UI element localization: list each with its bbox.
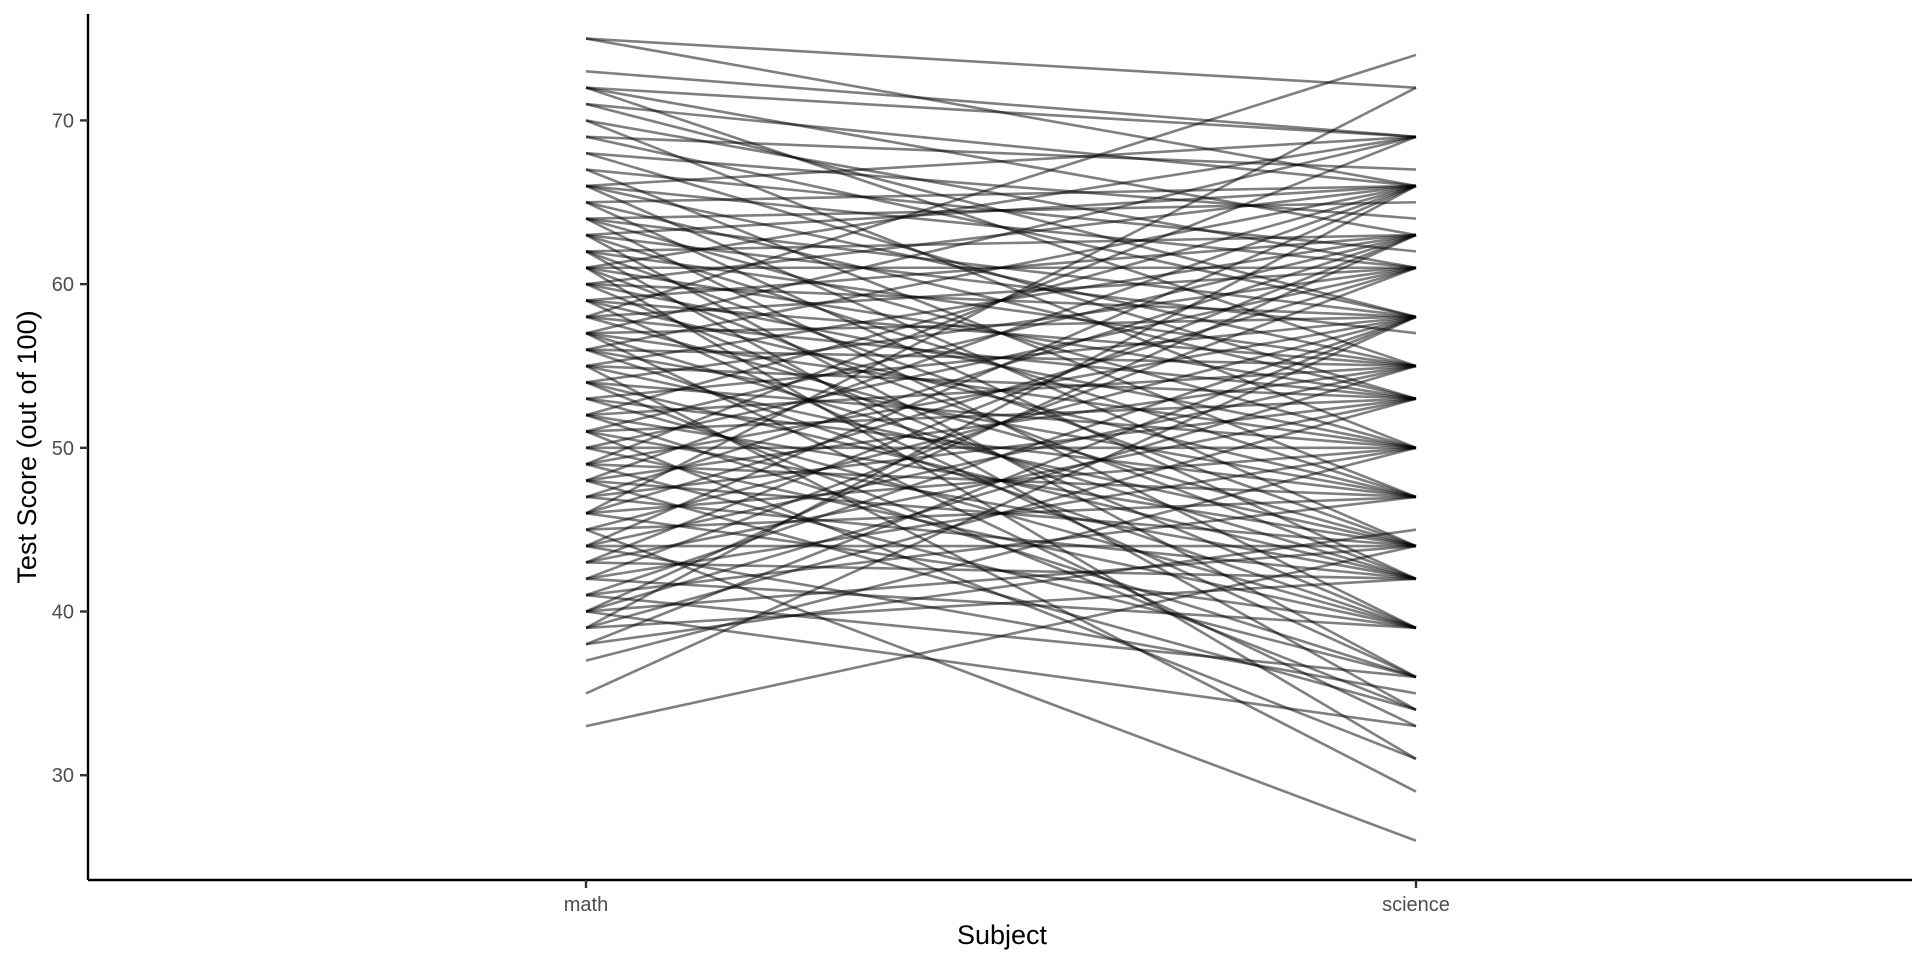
series-line-1 (585, 37, 1417, 89)
series-line-121 (585, 577, 1417, 630)
series-line-17 (585, 135, 1417, 188)
series-line-95 (585, 86, 1417, 515)
series-line-50 (585, 266, 1417, 319)
series-line-93 (585, 397, 1417, 499)
series-line-122 (585, 315, 1417, 646)
series-line-63 (585, 364, 1417, 401)
series-line-91 (585, 479, 1417, 712)
series-line-3 (585, 70, 1417, 139)
y-axis-ticks: 30 40 50 60 70 (52, 110, 88, 787)
series-lines (585, 37, 1417, 842)
series-line-21 (585, 184, 1417, 204)
series-line-32 (585, 233, 1417, 253)
y-tick-label: 30 (52, 765, 74, 787)
y-tick-label: 50 (52, 438, 74, 460)
series-line-124 (585, 446, 1417, 662)
series-line-101 (585, 528, 1417, 842)
y-tick-label: 60 (52, 274, 74, 296)
series-line-116 (585, 364, 1417, 613)
series-line-117 (585, 544, 1417, 613)
series-line-33 (585, 250, 1417, 368)
x-tick-label-math: math (564, 894, 608, 916)
series-line-66 (585, 266, 1417, 384)
x-tick-label-science: science (1382, 894, 1450, 916)
series-line-52 (585, 315, 1417, 548)
series-line-29 (585, 233, 1417, 335)
series-line-102 (585, 184, 1417, 548)
y-tick-label: 40 (52, 602, 74, 624)
series-line-53 (585, 135, 1417, 335)
series-line-4 (585, 86, 1417, 139)
series-line-78 (585, 397, 1417, 433)
series-line-88 (585, 184, 1417, 482)
series-line-126 (585, 544, 1417, 728)
series-line-125 (585, 315, 1417, 695)
series-line-36 (585, 135, 1417, 270)
series-line-119 (585, 184, 1417, 630)
series-line-115 (585, 233, 1417, 613)
series-line-7 (585, 102, 1417, 188)
series-line-49 (585, 53, 1417, 319)
x-axis-title: Subject (957, 920, 1048, 950)
x-axis-ticks: math science (564, 880, 1450, 916)
series-line-28 (585, 184, 1417, 237)
y-axis-title: Test Score (out of 100) (12, 310, 42, 583)
series-line-96 (585, 266, 1417, 515)
series-line-11 (585, 135, 1417, 171)
y-tick-label: 70 (52, 110, 74, 132)
series-line-106 (585, 233, 1417, 564)
series-line-113 (585, 495, 1417, 597)
series-line-94 (585, 495, 1417, 581)
series-line-58 (585, 184, 1417, 351)
